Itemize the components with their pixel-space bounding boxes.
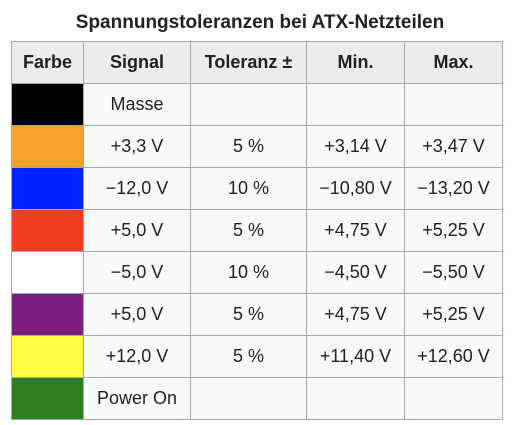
min-cell: +3,14 V [306, 125, 405, 168]
color-swatch-cell [11, 167, 84, 210]
table-caption: Spannungstoleranzen bei ATX-Netzteilen [75, 12, 445, 33]
color-swatch-cell [11, 83, 84, 126]
toleranz-cell [190, 83, 307, 126]
toleranz-cell: 5 % [190, 125, 307, 168]
color-swatch [12, 336, 83, 377]
min-cell: +4,75 V [306, 293, 405, 336]
header-signal: Signal [83, 41, 191, 84]
signal-cell: +12,0 V [83, 335, 191, 378]
min-cell: −4,50 V [306, 251, 405, 294]
color-swatch-cell [11, 209, 84, 252]
table-row: +5,0 V 5 % +4,75 V +5,25 V [11, 209, 503, 252]
min-cell: +4,75 V [306, 209, 405, 252]
color-swatch [12, 126, 83, 167]
max-cell: +3,47 V [404, 125, 503, 168]
signal-cell: −5,0 V [83, 251, 191, 294]
max-cell: −5,50 V [404, 251, 503, 294]
voltage-tolerance-table: Farbe Signal Toleranz ± Min. Max. Masse … [11, 41, 503, 420]
header-row: Farbe Signal Toleranz ± Min. Max. [11, 41, 503, 84]
table-row: +3,3 V 5 % +3,14 V +3,47 V [11, 125, 503, 168]
toleranz-cell: 10 % [190, 167, 307, 210]
color-swatch-cell [11, 251, 84, 294]
signal-cell: Masse [83, 83, 191, 126]
table-row: Masse [11, 83, 503, 126]
table-row: +5,0 V 5 % +4,75 V +5,25 V [11, 293, 503, 336]
toleranz-cell: 10 % [190, 251, 307, 294]
toleranz-cell: 5 % [190, 209, 307, 252]
header-max: Max. [404, 41, 503, 84]
max-cell [404, 377, 503, 420]
max-cell [404, 83, 503, 126]
min-cell: +11,40 V [306, 335, 405, 378]
signal-cell: −12,0 V [83, 167, 191, 210]
color-swatch [12, 252, 83, 293]
color-swatch-cell [11, 377, 84, 420]
toleranz-cell: 5 % [190, 293, 307, 336]
min-cell [306, 377, 405, 420]
signal-cell: Power On [83, 377, 191, 420]
signal-cell: +5,0 V [83, 293, 191, 336]
max-cell: −13,20 V [404, 167, 503, 210]
header-farbe: Farbe [11, 41, 84, 84]
signal-cell: +3,3 V [83, 125, 191, 168]
max-cell: +5,25 V [404, 293, 503, 336]
color-swatch-cell [11, 293, 84, 336]
header-min: Min. [306, 41, 405, 84]
table-row: −5,0 V 10 % −4,50 V −5,50 V [11, 251, 503, 294]
header-toleranz: Toleranz ± [190, 41, 307, 84]
toleranz-cell: 5 % [190, 335, 307, 378]
color-swatch-cell [11, 335, 84, 378]
color-swatch [12, 294, 83, 335]
color-swatch [12, 378, 83, 419]
max-cell: +12,60 V [404, 335, 503, 378]
signal-cell: +5,0 V [83, 209, 191, 252]
toleranz-cell [190, 377, 307, 420]
min-cell [306, 83, 405, 126]
color-swatch [12, 168, 83, 209]
color-swatch-cell [11, 125, 84, 168]
table-row: +12,0 V 5 % +11,40 V +12,60 V [11, 335, 503, 378]
min-cell: −10,80 V [306, 167, 405, 210]
table-row: Power On [11, 377, 503, 420]
color-swatch [12, 84, 83, 125]
color-swatch [12, 210, 83, 251]
max-cell: +5,25 V [404, 209, 503, 252]
table-row: −12,0 V 10 % −10,80 V −13,20 V [11, 167, 503, 210]
